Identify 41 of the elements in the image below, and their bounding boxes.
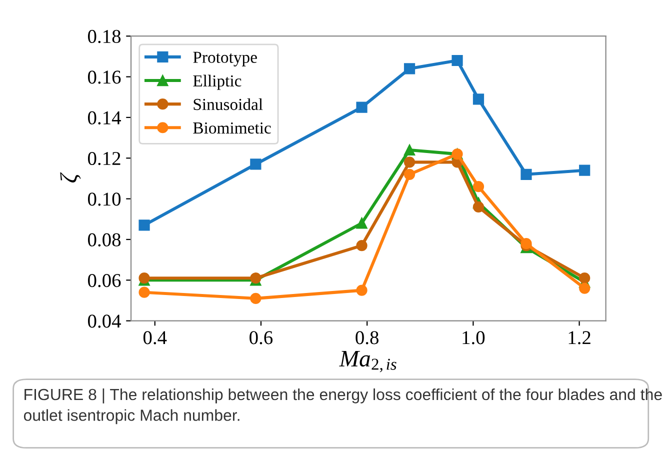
point <box>404 168 416 180</box>
x-tick-label: 1.0 <box>462 331 485 344</box>
y-tick-label: 0.04 <box>88 314 121 328</box>
point <box>356 240 368 252</box>
x-tick-label: 0.4 <box>143 331 167 344</box>
point <box>452 54 463 66</box>
point <box>472 201 484 212</box>
point <box>579 282 590 294</box>
y-tick-label: 0.06 <box>88 274 121 288</box>
point <box>579 164 590 176</box>
point <box>472 94 484 105</box>
point <box>579 272 590 284</box>
y-tick-label: 0.12 <box>88 152 120 166</box>
legend-label: Prototype <box>193 52 257 66</box>
point <box>520 168 532 180</box>
point <box>520 238 532 250</box>
point <box>404 63 416 74</box>
legend-label: Elliptic <box>193 74 242 90</box>
y-tick-label: 0.16 <box>88 70 121 84</box>
caption: FIGURE 8 | The relationship between the energy loss coefficient of the four blades and the outlet isentropic Mach number. <box>24 388 662 424</box>
point <box>356 218 368 229</box>
y-tick-label: 0.10 <box>88 192 121 206</box>
point <box>356 284 368 296</box>
x-axis-title: Ma$_{2,is}$ <box>339 350 396 372</box>
y-axis-title: ζ <box>60 172 81 182</box>
point <box>138 286 150 298</box>
legend-label: Biomimetic <box>193 122 271 134</box>
point <box>250 292 262 304</box>
x-tick-label: 1.2 <box>568 331 590 344</box>
y-tick-label: 0.14 <box>88 111 121 124</box>
x-tick-label: 0.6 <box>250 331 273 344</box>
y-tick-label: 0.18 <box>88 30 121 44</box>
legend-label: Sinusoidal <box>194 98 263 110</box>
point <box>404 144 416 156</box>
y-tick-label: 0.08 <box>88 233 121 246</box>
point <box>404 156 416 168</box>
x-tick-label: 0.8 <box>356 331 378 344</box>
point <box>250 158 262 170</box>
point <box>138 220 150 231</box>
point <box>356 102 368 113</box>
point <box>472 181 484 192</box>
